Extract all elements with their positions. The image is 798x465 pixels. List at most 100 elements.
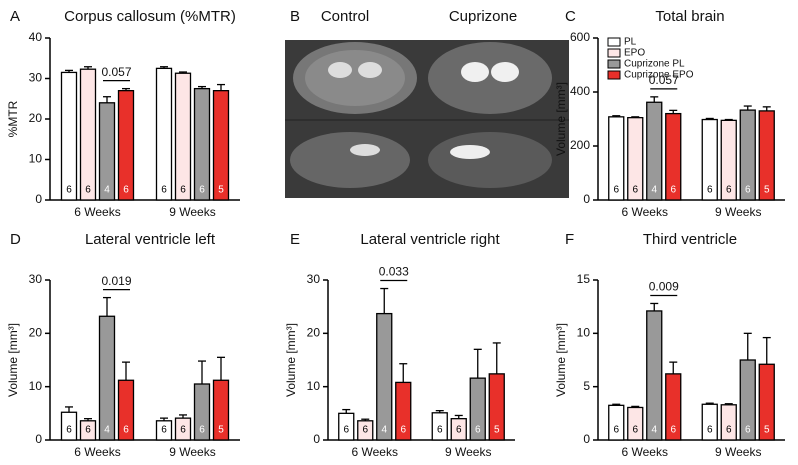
n-label: 6: [632, 185, 638, 196]
x-tick-label: 9 Weeks: [169, 445, 215, 459]
chart-title: Corpus callosum (%MTR): [64, 8, 236, 25]
bar: [117, 379, 135, 441]
bar: [98, 315, 116, 441]
p-value: 0.057: [649, 73, 679, 87]
bar: [155, 420, 173, 441]
n-label: 6: [456, 425, 462, 436]
bar: [739, 109, 756, 201]
n-label: 5: [764, 185, 770, 196]
n-label: 6: [180, 185, 186, 196]
y-tick-label: 10: [29, 152, 43, 166]
bar: [488, 373, 505, 441]
n-label: 6: [362, 425, 368, 436]
bar: [155, 67, 173, 201]
legend-swatch: [607, 70, 621, 80]
x-tick-label: 9 Weeks: [445, 445, 491, 459]
n-label: 6: [85, 425, 91, 436]
n-label: 6: [475, 425, 481, 436]
y-tick-label: 30: [307, 272, 321, 286]
n-label: 6: [726, 185, 732, 196]
bar: [627, 406, 644, 441]
x-tick-label: 6 Weeks: [74, 445, 120, 459]
bar: [174, 72, 192, 201]
chart-title: Lateral ventricle right: [360, 231, 500, 248]
n-label: 4: [651, 425, 657, 436]
legend-swatch: [607, 59, 621, 69]
bar: [450, 418, 467, 441]
y-tick-label: 10: [577, 326, 591, 340]
bar: [646, 310, 663, 441]
x-tick-label: 6 Weeks: [622, 445, 668, 459]
bar: [338, 412, 355, 441]
y-tick-label: 600: [570, 30, 590, 44]
y-tick-label: 20: [29, 326, 43, 340]
n-label: 6: [613, 185, 619, 196]
x-tick-label: 6 Weeks: [74, 205, 120, 219]
bar: [720, 119, 737, 201]
n-label: 6: [670, 425, 676, 436]
legend-label: Cuprizone PL: [624, 59, 685, 70]
panel-letter: D: [10, 231, 21, 248]
y-tick-label: 200: [570, 138, 590, 152]
bar: [193, 383, 211, 441]
n-label: 6: [161, 425, 167, 436]
bar: [665, 373, 682, 441]
bar: [79, 420, 97, 441]
n-label: 6: [707, 425, 713, 436]
bar: [117, 90, 135, 201]
n-label: 6: [726, 425, 732, 436]
legend-label: PL: [624, 37, 637, 48]
bar: [60, 411, 78, 441]
bar: [376, 312, 393, 441]
y-tick-label: 0: [35, 432, 42, 446]
n-label: 6: [66, 425, 72, 436]
y-tick-label: 30: [29, 71, 43, 85]
y-tick-label: 400: [570, 84, 590, 98]
n-label: 6: [180, 425, 186, 436]
y-axis-label: %MTR: [6, 100, 20, 137]
column-label: Control: [321, 8, 369, 25]
bar: [646, 101, 663, 201]
n-label: 4: [104, 185, 110, 196]
panel-letter: E: [290, 231, 300, 248]
y-tick-label: 0: [35, 192, 42, 206]
panel-letter: B: [290, 8, 300, 25]
bar: [395, 381, 412, 441]
p-value: 0.019: [101, 274, 131, 288]
y-tick-label: 10: [307, 379, 321, 393]
y-tick-label: 0: [313, 432, 320, 446]
panel-letter: C: [565, 8, 576, 25]
x-tick-label: 9 Weeks: [715, 205, 761, 219]
n-label: 6: [632, 425, 638, 436]
panel-letter: A: [10, 8, 20, 25]
bar: [758, 363, 775, 441]
bar: [212, 90, 230, 201]
n-label: 6: [707, 185, 713, 196]
y-axis-label: Volume [mm³]: [554, 323, 568, 397]
x-tick-label: 6 Weeks: [622, 205, 668, 219]
n-label: 6: [85, 185, 91, 196]
n-label: 5: [494, 425, 500, 436]
legend-label: Cuprizone EPO: [624, 70, 694, 81]
y-axis-label: Volume [mm³]: [6, 323, 20, 397]
legend-swatch: [607, 37, 621, 47]
bar: [665, 112, 682, 201]
bar: [701, 118, 718, 201]
y-tick-label: 10: [29, 379, 43, 393]
n-label: 5: [764, 425, 770, 436]
n-label: 6: [123, 425, 129, 436]
bar: [739, 359, 756, 441]
n-label: 6: [343, 425, 349, 436]
bar: [608, 116, 625, 201]
n-label: 6: [745, 425, 751, 436]
n-label: 6: [66, 185, 72, 196]
bar: [174, 417, 192, 441]
legend-label: EPO: [624, 48, 645, 59]
n-label: 6: [199, 425, 205, 436]
bar: [608, 404, 625, 441]
p-value: 0.057: [101, 65, 131, 79]
n-label: 4: [381, 425, 387, 436]
n-label: 6: [613, 425, 619, 436]
y-tick-label: 40: [29, 30, 43, 44]
